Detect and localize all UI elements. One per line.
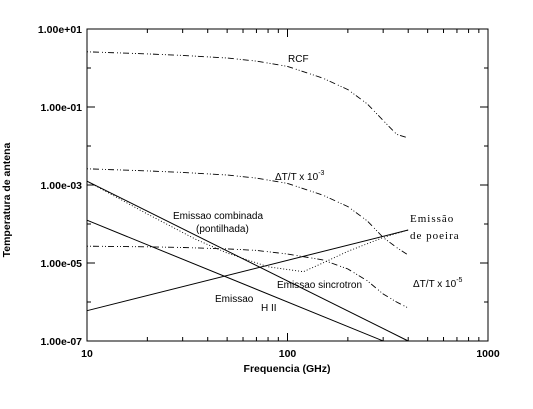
label-hii-2: H II [261, 303, 277, 314]
y-tick-label: 1.00e-07 [41, 336, 83, 348]
label-hii-1: Emissao [215, 294, 254, 305]
label-rcf: RCF [288, 54, 309, 65]
x-tick-label: 100 [279, 348, 297, 360]
plot-frame [86, 28, 489, 342]
label-sincrotron: Emissao sincrotron [277, 280, 362, 291]
x-tick-label: 10 [81, 348, 93, 360]
label-dt-1e-3: ΔT/T x 10-3 [275, 170, 325, 183]
series-combined-falling [86, 180, 409, 342]
series-dt-1e-3 [86, 168, 409, 256]
y-tick-label: 1.00e-01 [41, 102, 83, 114]
label-combinada-2: (pontilhada) [196, 224, 249, 235]
label-dt-1e-5-exp: -5 [456, 277, 462, 284]
label-dt-1e-5-main: ΔT/T x 10 [413, 279, 457, 290]
y-tick-label: 1.00e-03 [41, 180, 83, 192]
series-combined-total [86, 180, 409, 273]
series-layer [86, 51, 409, 342]
label-poeira-1: Emissão [410, 213, 454, 225]
label-dt-1e-5: ΔT/T x 10-5 [413, 277, 463, 290]
label-poeira-2: de poeira [410, 230, 460, 242]
series-rcf [86, 51, 409, 139]
x-tick-label: 1000 [476, 348, 500, 360]
series-dust [86, 229, 409, 312]
series-dt-1e-5 [86, 245, 409, 309]
series-hii [86, 219, 384, 342]
y-tick-label: 1.00e-05 [41, 258, 83, 270]
y-tick-label: 1.00e+01 [38, 24, 82, 36]
label-dt-1e-3-main: ΔT/T x 10 [275, 172, 319, 183]
y-axis-label: Temperatura de antena [1, 142, 13, 257]
x-axis-label: Frequencia (GHz) [244, 363, 331, 375]
ticks: 10 100 1000 1.00e-07 1.00e-05 1.00e-03 1.00e-0… [38, 24, 500, 360]
label-dt-1e-3-exp: -3 [318, 170, 324, 177]
label-combinada-1: Emissao combinada [173, 211, 263, 222]
